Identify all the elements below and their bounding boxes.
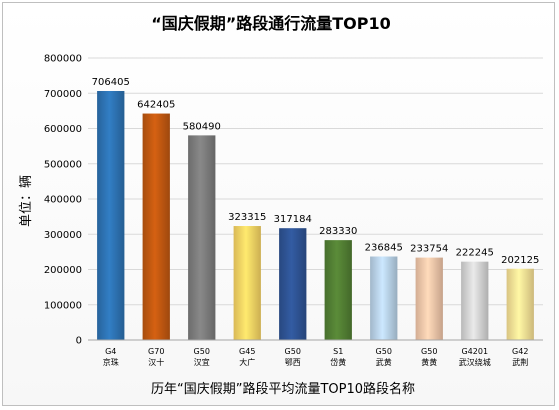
x-category-code: S1: [333, 347, 343, 356]
x-category-code: G42: [512, 347, 528, 356]
y-tick-label: 0: [76, 336, 82, 347]
x-category-code: G4201: [461, 347, 488, 356]
data-label: 317184: [274, 214, 312, 225]
bar-G4-京珠: [97, 90, 125, 340]
bar-G50-汉宜: [188, 135, 216, 340]
y-tick-label: 200000: [44, 265, 82, 276]
chart-title: “国庆假期”路段通行流量TOP10: [151, 14, 391, 33]
data-label: 222245: [456, 248, 494, 259]
x-category-name: 鄂西: [285, 358, 301, 367]
data-label: 642405: [137, 100, 175, 111]
y-tick-label: 800000: [44, 54, 82, 65]
y-tick-label: 100000: [44, 300, 82, 311]
bar-G50-武黄: [370, 256, 398, 340]
x-category-name: 大广: [239, 357, 255, 367]
x-category-name: 武荆: [512, 357, 528, 367]
x-category-name: 汉宜: [194, 357, 210, 367]
x-axis-title: 历年“国庆假期”路段平均流量TOP10路段名称: [151, 381, 415, 397]
y-axis-ticks: 0 100000 200000 300000 400000 500000 600000 700…: [44, 54, 82, 347]
x-category-code: G70: [148, 347, 164, 356]
x-category-code: G50: [376, 347, 392, 356]
y-axis-title: 单位：辆: [19, 175, 34, 227]
data-label: 580490: [183, 121, 221, 132]
bar-G50-鄂西: [279, 228, 307, 340]
x-category-name: 京珠: [103, 357, 119, 367]
x-category-code: G45: [239, 347, 255, 356]
bar-G42-武荆: [506, 268, 534, 340]
x-category-name: 汉十: [148, 357, 164, 367]
x-category-code: G50: [194, 347, 210, 356]
y-tick-label: 400000: [44, 195, 82, 206]
bar-chart: “国庆假期”路段通行流量TOP10 0 100000 200000 300000 400…: [19, 14, 543, 397]
data-labels: 706405 642405 580490 323315 317184 283330 2368…: [92, 77, 540, 266]
bar-G70-汉十: [142, 113, 170, 340]
chart-frame: “国庆假期”路段通行流量TOP10 0 100000 200000 300000 400…: [2, 2, 555, 406]
y-tick-label: 700000: [44, 89, 82, 100]
x-axis-categories: G4京珠G70汉十G50汉宜G45大广G50鄂西S1岱黄G50武黄G50黄黄G4…: [103, 347, 529, 367]
x-category-name: 武黄: [376, 357, 392, 367]
data-label: 283330: [319, 226, 357, 237]
x-category-name: 武汉绕城: [459, 357, 491, 367]
bar-G50-黄黄: [415, 257, 443, 340]
y-tick-label: 500000: [44, 159, 82, 170]
bars: [97, 90, 534, 340]
x-category-code: G50: [285, 347, 301, 356]
data-label: 236845: [365, 243, 403, 254]
data-label: 202125: [501, 255, 539, 266]
x-category-code: G50: [421, 347, 437, 356]
data-label: 706405: [92, 77, 130, 88]
bar-S1-岱黄: [324, 240, 352, 340]
data-label: 323315: [228, 212, 266, 223]
x-category-code: G4: [105, 347, 116, 356]
bar-G4201-武汉绕城: [461, 261, 489, 340]
x-category-name: 黄黄: [421, 357, 437, 367]
y-tick-label: 300000: [44, 230, 82, 241]
y-tick-label: 600000: [44, 124, 82, 135]
data-label: 233754: [410, 244, 448, 255]
x-category-name: 岱黄: [330, 357, 346, 367]
bar-G45-大广: [233, 226, 261, 340]
